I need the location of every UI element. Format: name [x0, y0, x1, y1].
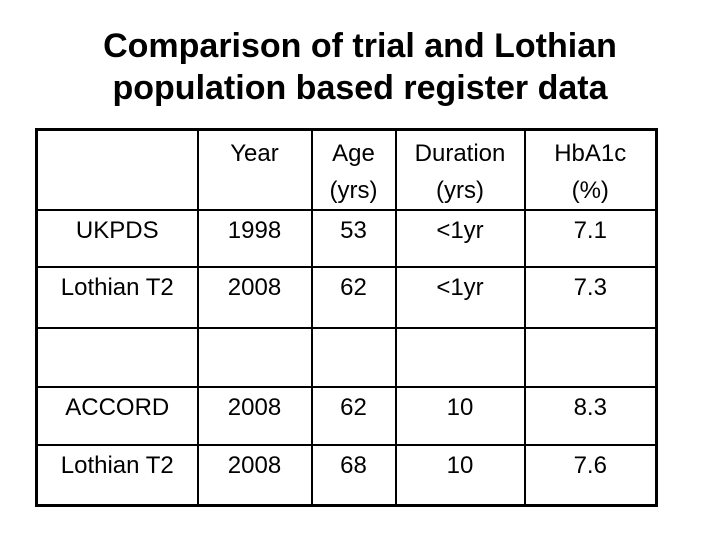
cell-hba1c [523, 327, 658, 388]
cell-duration: <1yr [394, 266, 526, 329]
table-header-row: Year Age (yrs) Duration (yrs) HbA1c (%) [35, 128, 658, 211]
cell-duration [394, 327, 526, 388]
header-cell-year: Year [196, 128, 313, 211]
cell-study-name: ACCORD [35, 386, 199, 446]
header-line: HbA1c [554, 140, 627, 167]
cell-study-name: UKPDS [35, 209, 199, 268]
cell-year: 2008 [196, 266, 313, 329]
cell-age: 68 [310, 444, 397, 506]
cell-study-name: Lothian T2 [35, 444, 199, 506]
header-cell-duration: Duration (yrs) [394, 128, 526, 211]
cell-hba1c: 7.3 [523, 266, 658, 329]
header-line: Duration [414, 140, 506, 167]
header-line: (yrs) [329, 177, 378, 204]
header-line: (%) [571, 177, 609, 204]
cell-study-name: Lothian T2 [35, 266, 199, 329]
slide-title: Comparison of trial and Lothian populati… [0, 25, 720, 109]
table-row-ukpds: UKPDS 1998 53 <1yr 7.1 [35, 209, 658, 268]
cell-age: 62 [310, 386, 397, 446]
cell-duration: 10 [394, 444, 526, 506]
cell-year [196, 327, 313, 388]
header-line: (yrs) [436, 177, 484, 204]
slide-title-line-1: Comparison of trial and Lothian [103, 27, 617, 65]
header-cell-blank [35, 128, 199, 211]
header-line: Year [230, 140, 279, 167]
cell-hba1c: 7.6 [523, 444, 658, 506]
cell-hba1c: 7.1 [523, 209, 658, 268]
comparison-table: Year Age (yrs) Duration (yrs) HbA1c (%) [35, 128, 658, 507]
header-cell-hba1c: HbA1c (%) [523, 128, 658, 211]
slide-title-line-2: population based register data [112, 69, 608, 107]
cell-hba1c: 8.3 [523, 386, 658, 446]
cell-duration: <1yr [394, 209, 526, 268]
cell-study-name [35, 327, 199, 388]
table-row-lothian-t2-a: Lothian T2 2008 62 <1yr 7.3 [35, 266, 658, 329]
cell-year: 1998 [196, 209, 313, 268]
cell-year: 2008 [196, 444, 313, 506]
cell-age: 62 [310, 266, 397, 329]
table-row-accord: ACCORD 2008 62 10 8.3 [35, 386, 658, 446]
table-row-empty [35, 327, 658, 388]
cell-age: 53 [310, 209, 397, 268]
cell-age [310, 327, 397, 388]
table-row-lothian-t2-b: Lothian T2 2008 68 10 7.6 [35, 444, 658, 506]
cell-year: 2008 [196, 386, 313, 446]
cell-duration: 10 [394, 386, 526, 446]
header-line: Age [332, 140, 375, 167]
header-cell-age: Age (yrs) [310, 128, 397, 211]
